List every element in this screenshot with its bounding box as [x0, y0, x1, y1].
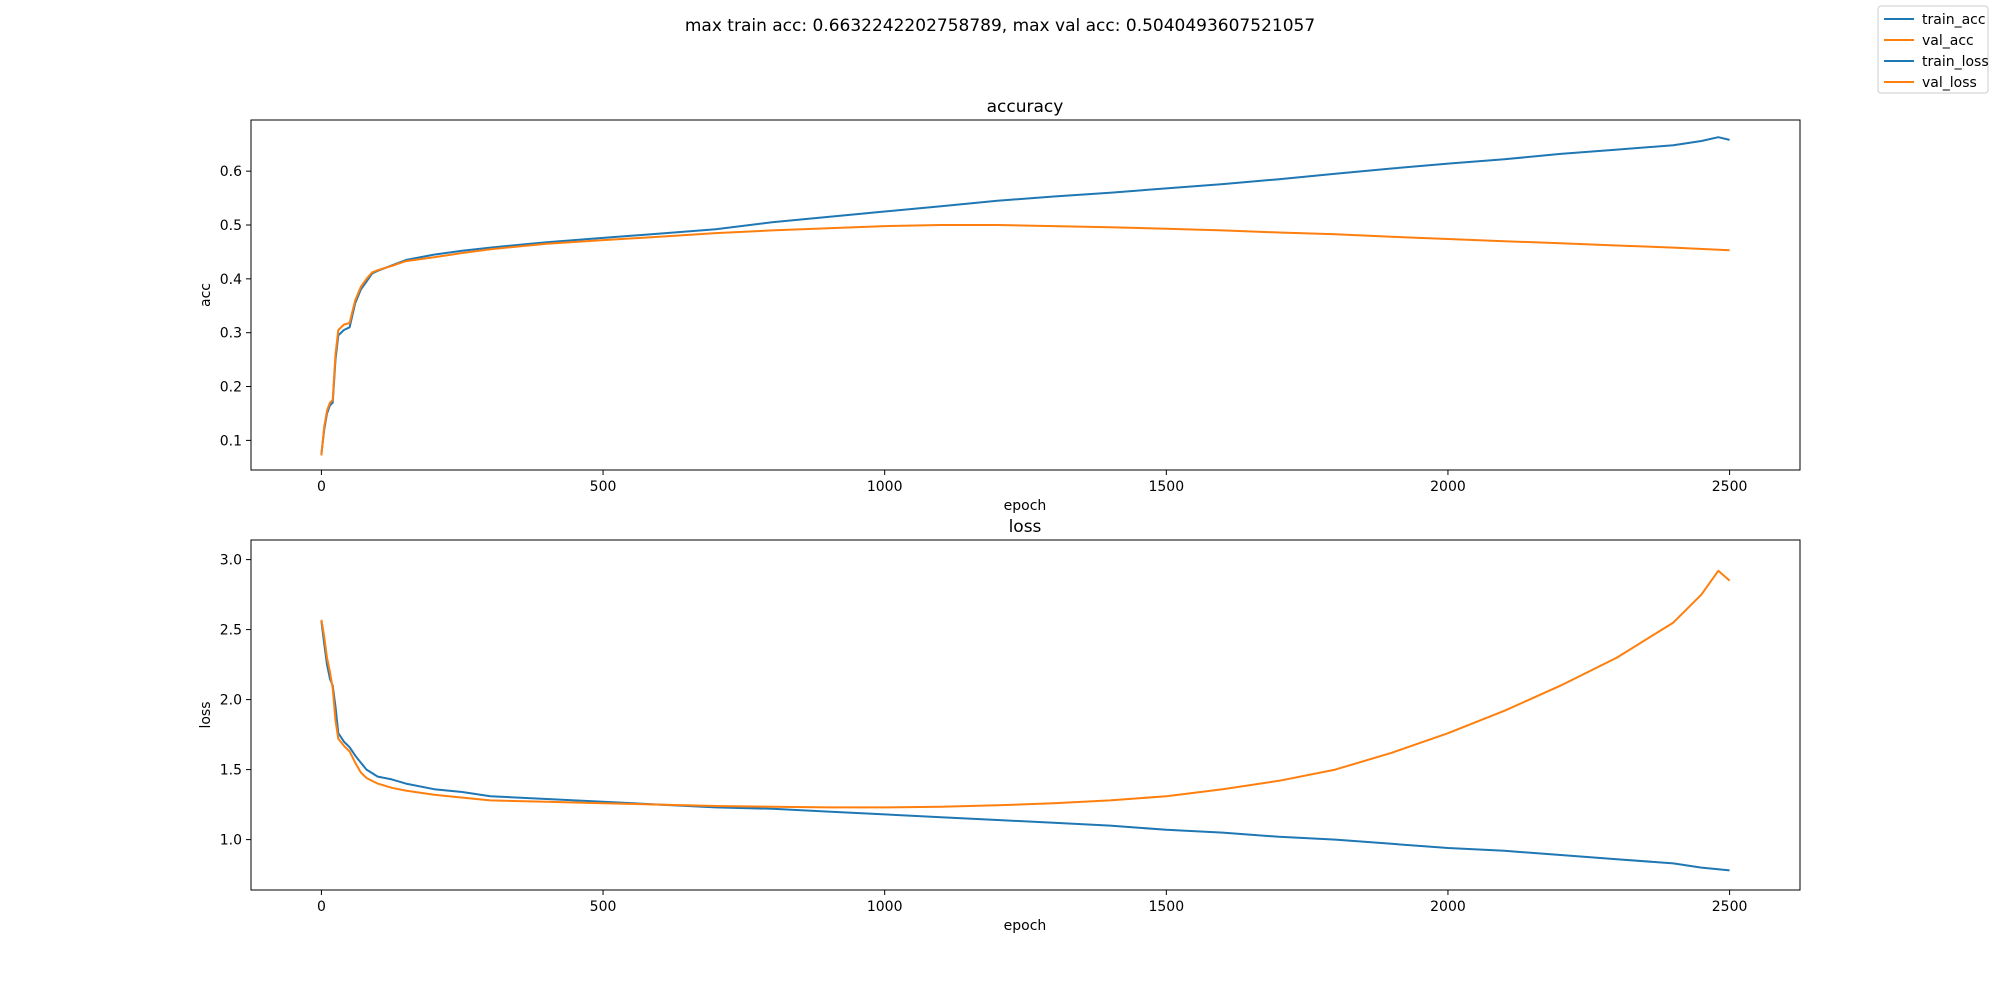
legend-label-train-loss: train_loss — [1922, 54, 1989, 70]
accuracy-xtick-label: 1000 — [867, 479, 903, 495]
accuracy-axes-frame — [250, 119, 1801, 471]
accuracy-xtick-label: 2500 — [1712, 479, 1748, 495]
accuracy-xtick-label: 2000 — [1430, 479, 1466, 495]
loss-ytick-label: 3.0 — [220, 553, 242, 569]
loss-series-layer — [320, 569, 1731, 872]
loss-title: loss — [1009, 517, 1042, 537]
legend-frame — [1877, 5, 1989, 94]
loss-axes-frame — [250, 539, 1801, 891]
accuracy-ytick-label: 0.5 — [220, 218, 242, 234]
accuracy-xtick-label: 500 — [590, 479, 617, 495]
legend-label-val-acc: val_acc — [1922, 33, 1974, 49]
accuracy-yticks: 0.1 0.2 0.3 0.4 0.5 0.6 — [220, 164, 251, 449]
loss-xtick-label: 500 — [590, 899, 617, 915]
series-line-val-loss — [320, 569, 1731, 809]
accuracy-ytick-label: 0.2 — [220, 380, 242, 396]
accuracy-ytick-label: 0.6 — [220, 164, 242, 180]
accuracy-title: accuracy — [987, 97, 1064, 117]
loss-ylabel: loss — [198, 701, 214, 728]
loss-yticks: 1.0 1.5 2.0 2.5 3.0 — [220, 553, 251, 849]
loss-xtick-label: 2000 — [1430, 899, 1466, 915]
legend-entry-val-acc: val_acc — [1884, 33, 1974, 49]
accuracy-ytick-label: 0.3 — [220, 326, 242, 342]
loss-ytick-label: 1.5 — [220, 763, 242, 779]
legend-entry-train-loss: train_loss — [1884, 54, 1989, 70]
accuracy-xtick-label: 0 — [317, 479, 326, 495]
loss-xtick-label: 0 — [317, 899, 326, 915]
loss-xtick-label: 1000 — [867, 899, 903, 915]
accuracy-ylabel: acc — [198, 283, 214, 307]
legend-label-train-acc: train_acc — [1922, 12, 1986, 28]
legend: train_acc val_acc train_loss val_loss — [1877, 5, 1989, 94]
loss-subplot: loss 0 500 1000 1500 2000 2500 1.0 1.5 2.0 2.5 3.… — [198, 517, 1801, 934]
accuracy-xticks: 0 500 1000 1500 2000 2500 — [317, 470, 1747, 495]
loss-xtick-label: 2500 — [1712, 899, 1748, 915]
accuracy-subplot: accuracy 0 500 1000 1500 2000 2500 0.10.20.30… — [198, 97, 1801, 514]
accuracy-xlabel: epoch — [1004, 498, 1047, 514]
loss-ytick-label: 1.0 — [220, 833, 242, 849]
loss-xticks: 0 500 1000 1500 2000 2500 — [317, 890, 1747, 915]
legend-label-val-loss: val_loss — [1922, 75, 1977, 91]
loss-xlabel: epoch — [1004, 918, 1047, 934]
loss-ytick-label: 2.0 — [220, 693, 242, 709]
series-line-val-acc — [320, 224, 1730, 456]
accuracy-xtick-label: 1500 — [1148, 479, 1184, 495]
loss-xtick-label: 1500 — [1148, 899, 1184, 915]
loss-ytick-label: 2.5 — [220, 623, 242, 639]
series-line-train-acc — [320, 136, 1730, 454]
accuracy-series-layer — [320, 136, 1730, 456]
suptitle: max train acc: 0.6632242202758789, max v… — [685, 16, 1315, 36]
legend-entry-val-loss: val_loss — [1884, 75, 1977, 91]
accuracy-ytick-label: 0.4 — [220, 272, 242, 288]
legend-entry-train-acc: train_acc — [1884, 12, 1986, 28]
accuracy-ytick-label: 0.1 — [220, 433, 242, 449]
